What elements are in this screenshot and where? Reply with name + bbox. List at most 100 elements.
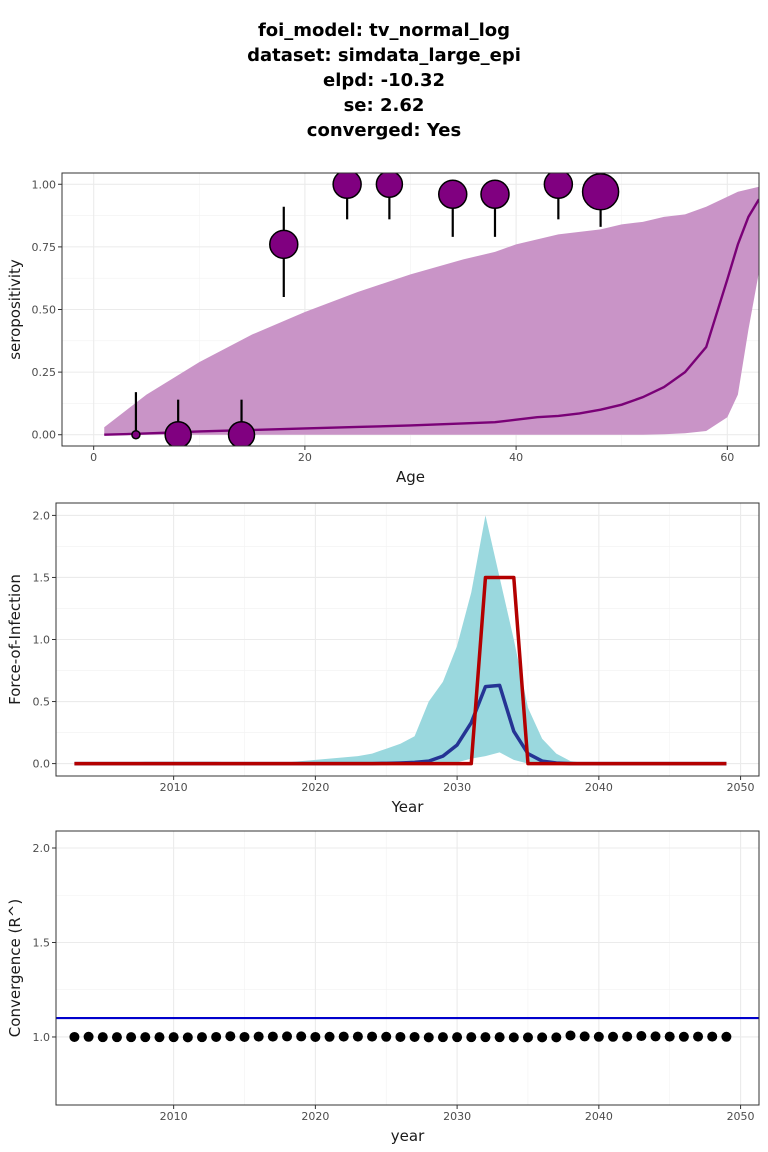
rhat-point [97, 1032, 108, 1043]
credible-interval-band [104, 186, 759, 435]
rhat-point [225, 1031, 236, 1042]
x-tick-label: 2030 [443, 781, 471, 794]
rhat-point [69, 1031, 80, 1042]
y-axis-label: Convergence (R^) [6, 899, 24, 1037]
rhat-point [126, 1032, 137, 1043]
rhat-point [466, 1032, 477, 1043]
y-tick-label: 2.0 [33, 509, 51, 522]
y-tick-label: 0.75 [32, 241, 57, 254]
x-tick-label: 2030 [443, 1110, 471, 1123]
title-model: foi_model: tv_normal_log [257, 20, 511, 41]
rhat-point [565, 1030, 576, 1041]
y-tick-label: 1.0 [33, 1031, 51, 1044]
fitted-median-line [104, 198, 759, 436]
data-point [543, 173, 574, 200]
x-axis-label: year [391, 1127, 425, 1145]
rhat-point [522, 1032, 533, 1043]
rhat-point [182, 1032, 193, 1043]
title-converged: converged: Yes [306, 120, 462, 141]
convergence-chart: 2010 2020 2030 2040 2050 1.0 1.5 2.0 year Converg… [6, 830, 760, 1145]
rhat-point [537, 1032, 548, 1043]
rhat-point [480, 1032, 491, 1043]
panel-border [55, 502, 760, 777]
data-point [581, 173, 620, 211]
panel-border [61, 172, 760, 447]
force-of-infection-chart: 2010 2020 2030 2040 2050 0.0 0.5 1.0 1.5 2.0 Year F… [6, 502, 760, 816]
title-se: se: 2.62 [343, 95, 425, 116]
rhat-point [296, 1031, 307, 1042]
rhat-point [423, 1032, 434, 1043]
rhat-point [352, 1031, 363, 1042]
rhat-point [707, 1031, 718, 1042]
x-tick-label: 2040 [585, 781, 613, 794]
x-tick-label: 2040 [585, 1110, 613, 1123]
y-tick-label: 0.0 [33, 758, 51, 771]
rhat-point [310, 1031, 321, 1042]
rhat-point [579, 1031, 590, 1042]
plot-title: foi_model: tv_normal_log dataset: simdat… [0, 18, 768, 143]
data-point [164, 420, 192, 446]
data-point [227, 420, 256, 446]
x-tick-label: 2020 [301, 781, 329, 794]
x-tick-label: 40 [509, 451, 523, 464]
rhat-point [324, 1031, 335, 1042]
rhat-point [593, 1031, 604, 1042]
rhat-point [83, 1031, 94, 1042]
title-dataset: dataset: simdata_large_epi [247, 45, 521, 66]
y-tick-label: 1.00 [32, 178, 57, 191]
rhat-point [338, 1031, 349, 1042]
plot-area [104, 173, 759, 446]
x-tick-label: 60 [720, 451, 734, 464]
y-tick-label: 1.0 [33, 634, 51, 647]
x-tick-label: 2010 [160, 1110, 188, 1123]
rhat-point [409, 1031, 420, 1042]
rhat-point [622, 1031, 633, 1042]
rhat-point [253, 1031, 264, 1042]
x-tick-label: 2010 [160, 781, 188, 794]
x-axis-label: Year [391, 798, 425, 816]
rhat-point [211, 1031, 222, 1042]
rhat-point [168, 1032, 179, 1043]
y-tick-label: 0.50 [32, 304, 57, 317]
rhat-point [636, 1031, 647, 1042]
rhat-point [111, 1032, 122, 1043]
data-point [437, 179, 468, 210]
rhat-point [721, 1031, 732, 1042]
rhat-point [267, 1031, 278, 1042]
y-tick-label: 1.5 [33, 571, 51, 584]
rhat-point [551, 1032, 562, 1043]
rhat-point [154, 1032, 165, 1043]
data-point [269, 229, 299, 260]
rhat-point [508, 1032, 519, 1043]
title-elpd: elpd: -10.32 [322, 70, 446, 91]
rhat-point [494, 1032, 505, 1043]
data-point [332, 173, 362, 200]
x-tick-label: 2050 [727, 781, 755, 794]
rhat-point [395, 1031, 406, 1042]
x-tick-label: 2050 [727, 1110, 755, 1123]
data-point [480, 179, 510, 210]
x-tick-label: 20 [298, 451, 312, 464]
y-tick-label: 0.00 [32, 429, 57, 442]
y-tick-label: 0.25 [32, 366, 57, 379]
rhat-point [650, 1031, 661, 1042]
rhat-point [282, 1031, 293, 1042]
data-point [131, 429, 141, 440]
rhat-point [381, 1031, 392, 1042]
y-axis-label: seropositivity [6, 259, 24, 360]
seroprevalence-chart: 0 20 40 60 0.00 0.25 0.50 0.75 1.00 Age seropositi… [6, 172, 760, 486]
rhat-point [196, 1032, 207, 1043]
panel-background [56, 831, 759, 1105]
data-point [375, 173, 404, 199]
panel-border [55, 830, 760, 1106]
y-tick-label: 1.5 [33, 936, 51, 949]
y-tick-label: 0.5 [33, 696, 51, 709]
y-axis-label: Force-of-Infection [6, 574, 24, 705]
y-tick-label: 2.0 [33, 842, 51, 855]
rhat-point [367, 1031, 378, 1042]
rhat-point [140, 1032, 151, 1043]
x-tick-label: 0 [90, 451, 97, 464]
rhat-point [452, 1032, 463, 1043]
rhat-point [608, 1031, 619, 1042]
rhat-point [678, 1031, 689, 1042]
